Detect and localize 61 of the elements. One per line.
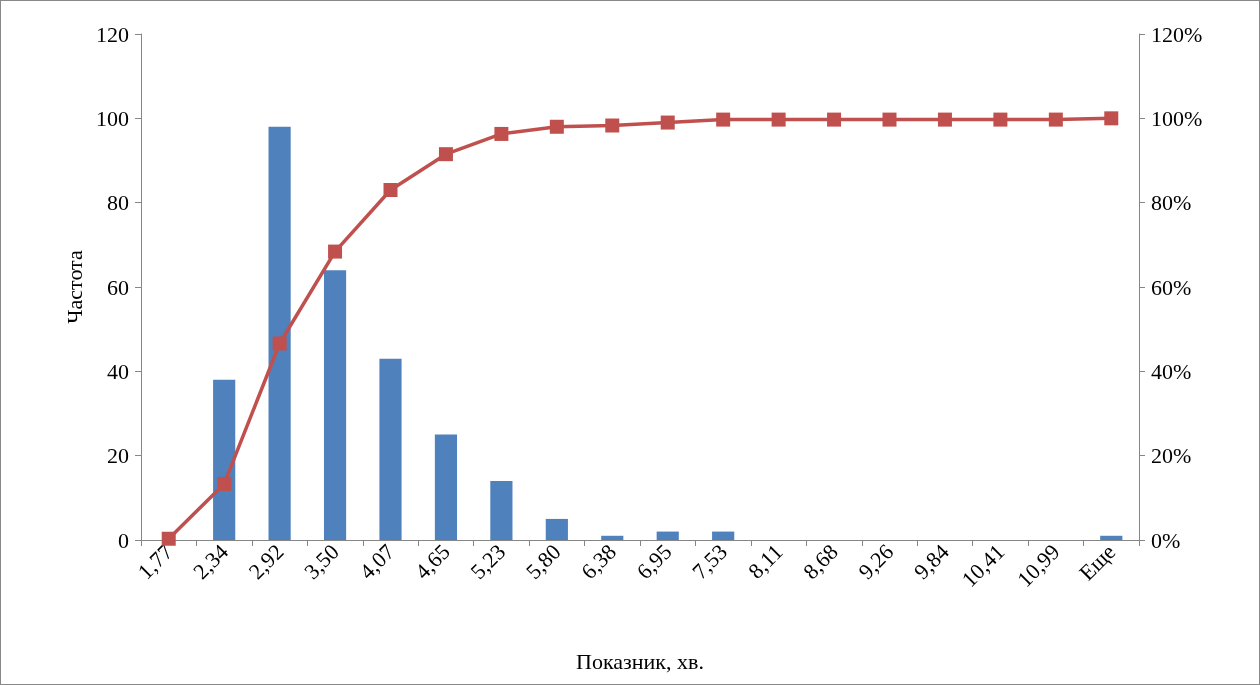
y-tick-label: 100: [96, 105, 129, 131]
x-tick-label: 6,95: [631, 539, 677, 585]
x-tick-label: 2,34: [188, 539, 234, 585]
point: [605, 118, 620, 133]
point: [549, 119, 564, 134]
bar: [268, 126, 291, 540]
point: [438, 147, 453, 162]
point: [272, 336, 287, 351]
point: [383, 183, 398, 198]
y2-tick-label: 0%: [1151, 527, 1181, 553]
point: [993, 112, 1008, 127]
x-tick-label: 9,84: [908, 539, 954, 585]
x-axis-title: Показник, хв.: [576, 648, 704, 674]
y-tick-label: 20: [107, 443, 129, 469]
point: [716, 112, 731, 127]
point: [1048, 112, 1063, 127]
bar: [213, 379, 236, 540]
point: [1104, 111, 1119, 126]
point: [328, 244, 343, 259]
x-tick-label: 8,11: [743, 539, 788, 584]
y-tick-label: 40: [107, 358, 129, 384]
x-tick-label: 4,07: [354, 539, 400, 585]
point: [771, 112, 786, 127]
y-axis-title: Частота: [61, 250, 87, 324]
x-tick-label: 4,65: [409, 539, 455, 585]
bar: [434, 434, 458, 540]
bar: [656, 531, 679, 540]
x-tick-label: 6,38: [576, 539, 622, 585]
bar: [379, 358, 402, 540]
x-tick-label: 7,53: [687, 539, 733, 585]
x-tick-label: 9,26: [853, 539, 899, 585]
bar: [1100, 535, 1123, 540]
y-tick-label: 80: [107, 190, 129, 216]
x-tick-label: 2,92: [243, 539, 289, 585]
x-tick-label: 5,80: [520, 539, 566, 585]
bar: [712, 531, 735, 540]
x-tick-label: Еще: [1074, 539, 1121, 586]
bar: [490, 480, 513, 540]
y-tick-label: 60: [107, 274, 129, 300]
y2-tick-label: 100%: [1151, 105, 1203, 131]
point: [161, 531, 176, 546]
y-tick-label: 0: [118, 527, 129, 553]
y2-tick-label: 60%: [1151, 274, 1192, 300]
y-tick-label: 120: [96, 21, 129, 47]
y2-tick-label: 80%: [1151, 190, 1192, 216]
point: [882, 112, 897, 127]
point: [494, 126, 509, 141]
y2-tick-label: 40%: [1151, 358, 1192, 384]
x-tick-label: 1,77: [132, 539, 178, 585]
bar: [601, 535, 624, 540]
point: [217, 476, 232, 491]
bar: [323, 270, 347, 540]
y2-tick-label: 120%: [1151, 21, 1203, 47]
bar: [545, 518, 568, 540]
x-tick-label: 3,50: [299, 539, 344, 585]
y2-tick-label: 20%: [1151, 443, 1192, 469]
point: [660, 115, 675, 130]
x-tick-label: 8,68: [798, 539, 843, 585]
point: [827, 112, 842, 127]
point: [937, 112, 952, 127]
x-tick-label: 5,23: [465, 539, 511, 585]
